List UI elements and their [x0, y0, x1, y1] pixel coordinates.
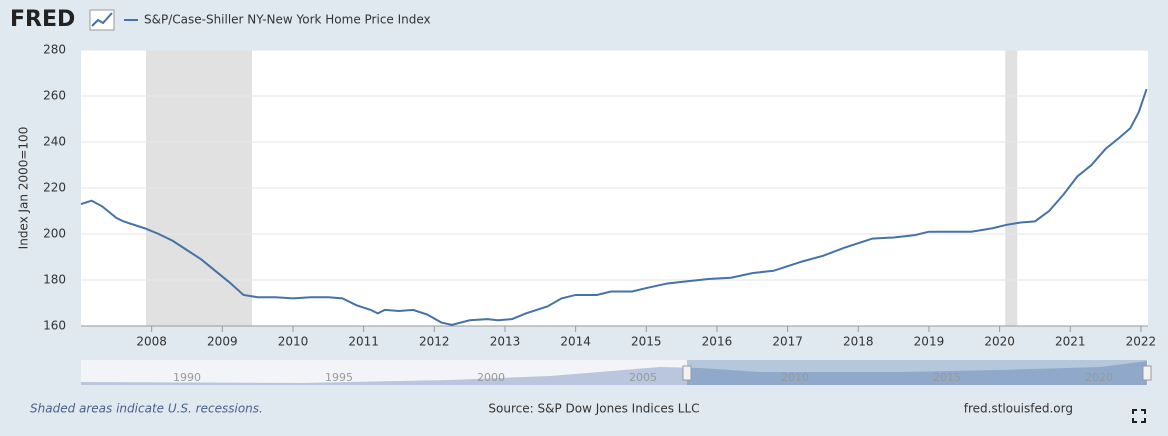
legend-label: S&P/Case-Shiller NY-New York Home Price … — [144, 13, 431, 27]
y-tick-label: 200 — [43, 227, 66, 241]
y-tick-label: 260 — [43, 89, 66, 103]
fullscreen-icon[interactable] — [1132, 409, 1146, 423]
x-tick-label: 2013 — [490, 335, 521, 349]
y-tick-label: 220 — [43, 181, 66, 195]
navigator-handle[interactable] — [1142, 365, 1152, 381]
navigator-label: 2020 — [1085, 371, 1113, 384]
plot: 160 180 200 220 240 260 280 2008 2009 2010 2011 201… — [43, 43, 1156, 349]
x-tick-label: 2018 — [843, 335, 874, 349]
x-tick-label: 2010 — [278, 335, 309, 349]
y-tick-label: 280 — [43, 43, 66, 57]
x-tick-label: 2009 — [207, 335, 238, 349]
x-tick-label: 2019 — [914, 335, 945, 349]
navigator-handle[interactable] — [682, 365, 692, 381]
x-tick-label: 2015 — [631, 335, 662, 349]
navigator-label: 1990 — [173, 371, 201, 384]
navigator-area — [81, 361, 1147, 385]
navigator-label: 1995 — [325, 371, 353, 384]
navigator-label: 2015 — [933, 371, 961, 384]
recession-note: Shaded areas indicate U.S. recessions. — [30, 402, 263, 416]
x-tick-label: 2020 — [984, 335, 1015, 349]
site: fred.stlouisfed.org — [964, 402, 1073, 416]
navigator: 1990 1995 2000 2005 2010 2015 2020 — [81, 360, 1152, 385]
x-tick-label: 2021 — [1055, 335, 1086, 349]
y-axis-label: Index Jan 2000=100 — [17, 127, 31, 250]
x-tick-label: 2014 — [560, 335, 591, 349]
x-tick-label: 2022 — [1126, 335, 1157, 349]
y-tick-label: 180 — [43, 273, 66, 287]
x-tick-label: 2008 — [136, 335, 167, 349]
x-tick-label: 2011 — [348, 335, 379, 349]
y-tick-label: 240 — [43, 135, 66, 149]
navigator-label: 2000 — [477, 371, 505, 384]
series-line — [80, 88, 1148, 326]
navigator-label: 2010 — [781, 371, 809, 384]
navigator-label: 2005 — [629, 371, 657, 384]
navigator-selection[interactable] — [687, 360, 1147, 385]
x-tick-label: 2016 — [702, 335, 733, 349]
x-tick-label: 2012 — [419, 335, 450, 349]
logo: FRED — [10, 7, 75, 32]
source: Source: S&P Dow Jones Indices LLC — [488, 402, 699, 416]
x-tick-label: 2017 — [772, 335, 803, 349]
y-tick-label: 160 — [43, 319, 66, 333]
logo-icon — [89, 9, 115, 31]
